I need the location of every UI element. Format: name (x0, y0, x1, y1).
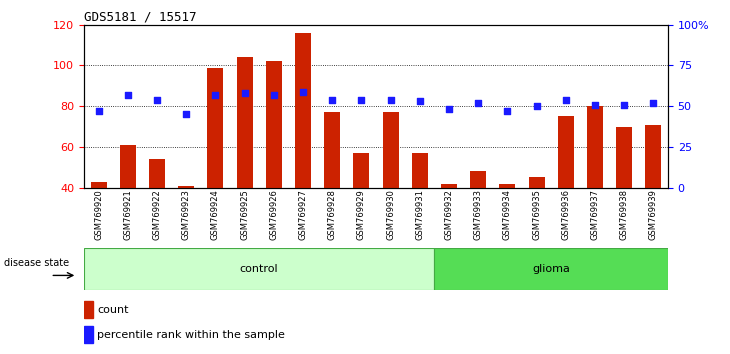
Bar (324, 112, 340, 188)
Point (443, 107, 455, 112)
Bar (91, 182, 107, 188)
Point (268, 92, 280, 98)
Point (93, 108, 104, 114)
Point (414, 98, 426, 104)
Bar (84, 326, 93, 343)
Bar (295, 33, 311, 188)
Point (326, 97, 338, 103)
Point (502, 108, 513, 114)
Bar (587, 106, 603, 188)
Point (618, 102, 630, 107)
Point (648, 100, 659, 106)
Bar (237, 57, 253, 188)
Text: disease state: disease state (4, 258, 69, 268)
Point (210, 92, 221, 98)
Point (472, 100, 484, 106)
Bar (84, 301, 93, 318)
Text: percentile rank within the sample: percentile rank within the sample (97, 330, 285, 339)
Bar (353, 153, 369, 188)
Text: count: count (97, 305, 128, 315)
Bar (558, 116, 574, 188)
Bar (383, 112, 399, 188)
Bar (499, 183, 515, 188)
Point (180, 112, 192, 117)
Point (560, 97, 572, 103)
Point (122, 92, 134, 98)
Bar (207, 68, 223, 188)
Point (239, 90, 250, 96)
Bar (434, 248, 668, 290)
Point (151, 97, 163, 103)
Text: GDS5181 / 15517: GDS5181 / 15517 (84, 11, 196, 24)
Bar (470, 171, 486, 188)
Bar (441, 183, 457, 188)
Point (385, 97, 396, 103)
Point (589, 102, 601, 107)
Bar (84, 248, 434, 290)
Bar (412, 153, 428, 188)
Bar (266, 62, 282, 188)
Bar (149, 159, 165, 188)
Bar (645, 125, 661, 188)
Point (356, 97, 367, 103)
Text: glioma: glioma (532, 264, 570, 274)
Text: control: control (240, 264, 278, 274)
Bar (120, 145, 136, 188)
Point (531, 103, 542, 109)
Bar (616, 127, 632, 188)
Bar (529, 177, 545, 188)
Bar (178, 185, 194, 188)
Point (297, 89, 309, 95)
